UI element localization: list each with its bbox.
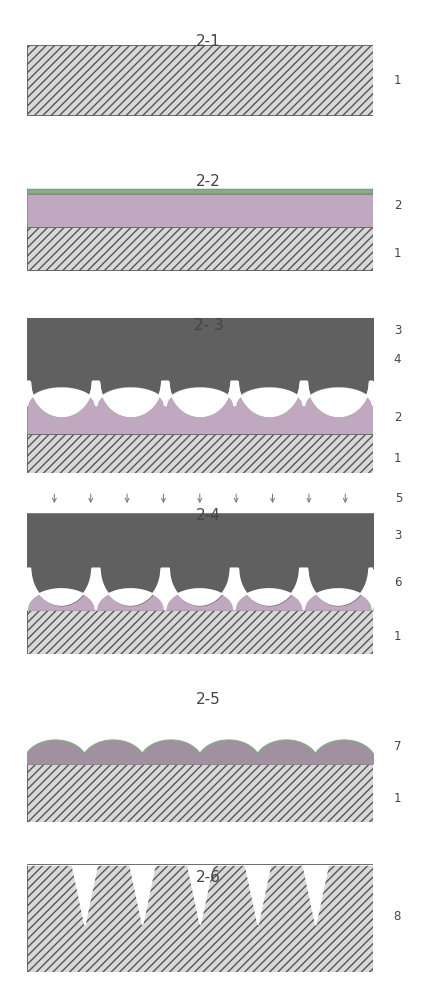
Bar <box>27 227 373 270</box>
Text: 2- 3: 2- 3 <box>194 318 224 333</box>
Text: 2-6: 2-6 <box>196 870 221 885</box>
Bar <box>27 434 373 473</box>
Text: 5: 5 <box>396 492 403 505</box>
Bar <box>27 610 373 654</box>
Text: 3: 3 <box>394 324 401 337</box>
Text: 2-5: 2-5 <box>196 692 221 707</box>
Text: 6: 6 <box>394 576 401 589</box>
Text: 1: 1 <box>394 630 401 643</box>
Text: 3: 3 <box>394 529 401 542</box>
Bar <box>27 764 373 822</box>
Text: 7: 7 <box>394 740 401 753</box>
Text: 2-4: 2-4 <box>196 508 221 523</box>
Bar <box>27 405 373 434</box>
Text: 8: 8 <box>394 910 401 924</box>
Bar <box>27 45 373 115</box>
Text: 2-1: 2-1 <box>196 34 221 49</box>
Bar <box>27 194 373 227</box>
Bar <box>27 757 373 764</box>
Text: 1: 1 <box>394 452 401 465</box>
Text: 2-2: 2-2 <box>196 174 221 189</box>
Text: 1: 1 <box>394 74 401 87</box>
Bar <box>27 189 373 194</box>
Text: 2: 2 <box>394 411 401 424</box>
Text: 4: 4 <box>394 353 401 366</box>
Text: 1: 1 <box>394 792 401 805</box>
Bar <box>27 758 373 764</box>
Text: 2: 2 <box>394 199 401 212</box>
Text: 1: 1 <box>394 247 401 260</box>
